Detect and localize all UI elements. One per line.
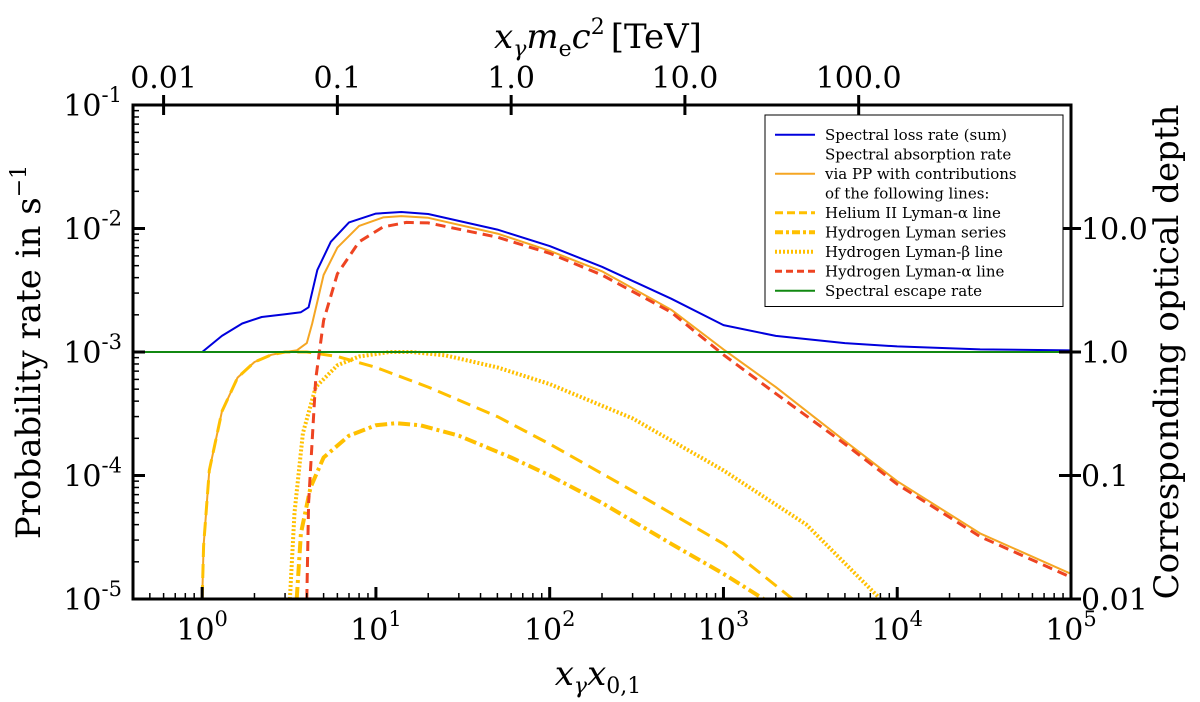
y-label-left-sup: −1 — [7, 165, 32, 197]
top-label-gamma: γ — [513, 37, 527, 62]
right-tick-label-3: 10.0 — [1081, 213, 1148, 248]
legend-label-5-0: Hydrogen Lyman-α line — [825, 263, 1004, 281]
x-tick-label-4: 104 — [871, 607, 923, 648]
series-line-3 — [294, 421, 765, 599]
x-tick-label-1: 101 — [350, 607, 402, 648]
x-label-mid: x — [587, 654, 606, 694]
x-tick-label-5: 105 — [1045, 607, 1097, 648]
right-tick-label-1: 0.1 — [1081, 460, 1129, 495]
x-label-sub1: γ — [574, 674, 588, 699]
top-label-e: e — [559, 37, 572, 62]
y-tick-label-4: 10-1 — [63, 83, 122, 124]
legend: Spectral loss rate (sum) Spectral absorpt… — [764, 114, 1064, 307]
x-tick-4-base: 10 — [871, 613, 909, 648]
x-tick-2-exp: 2 — [562, 607, 575, 631]
y-axis-title-right: Corresponding optical depth — [1147, 105, 1187, 600]
x-label-sub2: 0,1 — [606, 674, 641, 699]
legend-label-1-2: of the following lines: — [825, 185, 989, 203]
series-layer — [133, 211, 1071, 599]
top-tick-label-4: 100.0 — [816, 61, 902, 96]
legend-box — [764, 114, 1064, 307]
y-tick-label-0: 10-5 — [63, 577, 122, 618]
top-label-sup: 2 — [591, 15, 605, 40]
x-tick-1-exp: 1 — [388, 607, 401, 631]
y-tick-1-base: 10 — [63, 460, 101, 495]
legend-label-1-0: Spectral absorption rate — [825, 146, 1011, 164]
x-tick-label-0: 100 — [176, 607, 228, 648]
top-label-m: m — [526, 17, 558, 57]
x-tick-3-base: 10 — [698, 613, 736, 648]
x-axis-title: xγx0,1 — [555, 654, 642, 699]
y-tick-label-3: 10-2 — [63, 207, 122, 248]
y-tick-2-base: 10 — [63, 336, 101, 371]
legend-label-0-0: Spectral loss rate (sum) — [825, 126, 1007, 144]
x-tick-0-exp: 0 — [215, 607, 228, 631]
series-line-5 — [305, 220, 1071, 599]
x-label-main: x — [555, 654, 574, 694]
legend-label-1-1: via PP with contributions — [824, 165, 1017, 183]
right-tick-label-0: 0.01 — [1081, 583, 1148, 618]
top-axis-title: xγmec2 [TeV] — [494, 15, 702, 62]
y-tick-4-exp: -1 — [102, 83, 122, 107]
x-tick-label-3: 103 — [698, 607, 750, 648]
y-tick-1-exp: -4 — [102, 454, 122, 478]
legend-label-4-0: Hydrogen Lyman-β line — [825, 243, 1003, 261]
top-tick-label-1: 0.1 — [314, 61, 362, 96]
y-tick-3-base: 10 — [63, 213, 101, 248]
y-tick-2-exp: -3 — [102, 330, 122, 354]
legend-label-2-0: Helium II Lyman-α line — [825, 204, 1001, 222]
x-tick-0-base: 10 — [176, 613, 214, 648]
top-label-unit: [TeV] — [611, 17, 702, 57]
x-tick-2-base: 10 — [524, 613, 562, 648]
y-tick-label-1: 10-4 — [63, 454, 122, 495]
y-tick-4-base: 10 — [63, 89, 101, 124]
top-label-c: c — [572, 17, 591, 57]
legend-label-3-0: Hydrogen Lyman series — [825, 224, 1006, 242]
x-tick-1-base: 10 — [350, 613, 388, 648]
x-tick-4-exp: 4 — [910, 607, 923, 631]
y-tick-0-exp: -5 — [102, 577, 122, 601]
series-line-0 — [133, 211, 1071, 353]
x-tick-5-exp: 5 — [1083, 607, 1096, 631]
top-tick-label-0: 0.01 — [130, 61, 197, 96]
y-tick-0-base: 10 — [63, 583, 101, 618]
top-tick-label-3: 10.0 — [652, 61, 719, 96]
y-label-left-text: Probability rate in s — [9, 197, 49, 539]
y-tick-3-exp: -2 — [102, 207, 122, 231]
x-tick-3-exp: 3 — [736, 607, 749, 631]
legend-label-6-0: Spectral escape rate — [825, 282, 982, 300]
top-label-x: x — [494, 17, 513, 57]
y-tick-label-2: 10-3 — [63, 330, 122, 371]
y-axis-title-left: Probability rate in s−1 — [7, 165, 49, 539]
top-tick-label-2: 1.0 — [487, 61, 535, 96]
right-tick-label-2: 1.0 — [1081, 336, 1129, 371]
x-tick-label-2: 102 — [524, 607, 576, 648]
x-tick-5-base: 10 — [1045, 613, 1083, 648]
